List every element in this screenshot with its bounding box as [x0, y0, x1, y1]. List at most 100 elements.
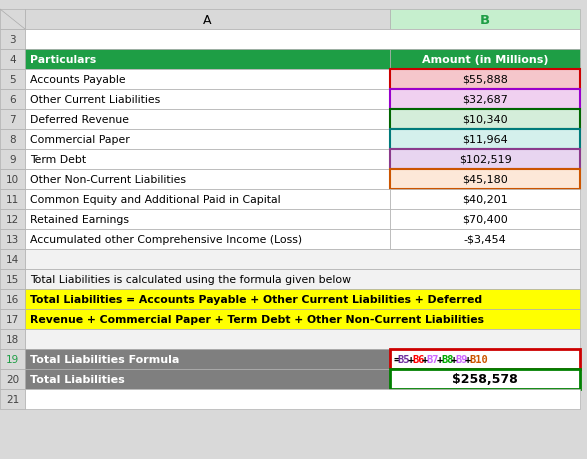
Text: $55,888: $55,888	[462, 75, 508, 85]
Text: Retained Earnings: Retained Earnings	[30, 214, 129, 224]
Text: -$3,454: -$3,454	[464, 235, 507, 245]
Text: 8: 8	[9, 134, 16, 145]
Text: 18: 18	[6, 334, 19, 344]
Bar	[25, 170, 390, 190]
Bar	[25, 349, 390, 369]
Text: 16: 16	[6, 294, 19, 304]
Bar	[25, 389, 580, 409]
Bar	[390, 70, 580, 90]
Bar	[390, 170, 580, 190]
Text: Total Liabilities: Total Liabilities	[30, 374, 125, 384]
Text: $40,201: $40,201	[462, 195, 508, 205]
Text: +: +	[451, 354, 457, 364]
Bar	[0, 190, 25, 210]
Bar	[390, 10, 580, 30]
Text: 11: 11	[6, 195, 19, 205]
Bar	[390, 349, 580, 369]
Text: B8: B8	[441, 354, 454, 364]
Text: Amount (in Millions): Amount (in Millions)	[421, 55, 548, 65]
Bar	[0, 170, 25, 190]
Text: Revenue + Commercial Paper + Term Debt + Other Non-Current Liabilities: Revenue + Commercial Paper + Term Debt +…	[30, 314, 484, 325]
Text: Accounts Payable: Accounts Payable	[30, 75, 126, 85]
Text: $258,578: $258,578	[452, 373, 518, 386]
Bar	[390, 90, 580, 110]
Text: Common Equity and Additional Paid in Capital: Common Equity and Additional Paid in Cap…	[30, 195, 281, 205]
Bar	[25, 50, 390, 70]
Text: Other Non-Current Liabilities: Other Non-Current Liabilities	[30, 174, 186, 185]
Bar	[0, 130, 25, 150]
Bar	[0, 249, 25, 269]
Bar	[25, 230, 390, 249]
Bar	[390, 230, 580, 249]
Text: =: =	[393, 354, 399, 364]
Bar	[390, 369, 580, 389]
Text: B: B	[480, 13, 490, 27]
Bar	[25, 369, 390, 389]
Bar	[390, 190, 580, 210]
Text: $11,964: $11,964	[462, 134, 508, 145]
Bar	[0, 329, 25, 349]
Text: Total Liabilities = Accounts Payable + Other Current Liabilities + Deferred: Total Liabilities = Accounts Payable + O…	[30, 294, 482, 304]
Bar	[390, 210, 580, 230]
Bar	[0, 269, 25, 289]
Bar	[0, 70, 25, 90]
Bar	[0, 50, 25, 70]
Text: +: +	[436, 354, 443, 364]
Text: 7: 7	[9, 115, 16, 125]
Text: +: +	[465, 354, 471, 364]
Text: Total Liabilities Formula: Total Liabilities Formula	[30, 354, 180, 364]
Text: Total Liabilities is calculated using the formula given below: Total Liabilities is calculated using th…	[30, 274, 351, 285]
Text: Commercial Paper: Commercial Paper	[30, 134, 130, 145]
Text: B10: B10	[470, 354, 488, 364]
Bar	[25, 289, 580, 309]
Bar	[0, 389, 25, 409]
Bar	[25, 130, 390, 150]
Text: 21: 21	[6, 394, 19, 404]
Bar	[0, 289, 25, 309]
Text: Accumulated other Comprehensive Income (Loss): Accumulated other Comprehensive Income (…	[30, 235, 302, 245]
Text: +: +	[407, 354, 414, 364]
Text: 19: 19	[6, 354, 19, 364]
Text: 17: 17	[6, 314, 19, 325]
Text: 10: 10	[6, 174, 19, 185]
Text: +: +	[422, 354, 428, 364]
Text: Deferred Revenue: Deferred Revenue	[30, 115, 129, 125]
Text: B9: B9	[456, 354, 468, 364]
Text: Particulars: Particulars	[30, 55, 96, 65]
Text: B6: B6	[412, 354, 425, 364]
Bar	[390, 150, 580, 170]
Text: 15: 15	[6, 274, 19, 285]
Text: $32,687: $32,687	[462, 95, 508, 105]
Bar	[25, 10, 390, 30]
Text: 12: 12	[6, 214, 19, 224]
Bar	[25, 269, 580, 289]
Text: 20: 20	[6, 374, 19, 384]
Bar	[25, 30, 580, 50]
Bar	[0, 110, 25, 130]
Text: Other Current Liabilities: Other Current Liabilities	[30, 95, 160, 105]
Bar	[0, 210, 25, 230]
Text: B7: B7	[427, 354, 439, 364]
Text: Term Debt: Term Debt	[30, 155, 86, 165]
Bar	[0, 30, 25, 50]
Text: $102,519: $102,519	[458, 155, 511, 165]
Bar	[390, 110, 580, 130]
Bar	[25, 90, 390, 110]
Bar	[25, 309, 580, 329]
Text: $10,340: $10,340	[462, 115, 508, 125]
Text: B5: B5	[398, 354, 410, 364]
Text: 4: 4	[9, 55, 16, 65]
Bar	[25, 210, 390, 230]
Bar	[25, 249, 580, 269]
Bar	[390, 130, 580, 150]
Bar	[0, 150, 25, 170]
Text: 9: 9	[9, 155, 16, 165]
Bar	[0, 309, 25, 329]
Bar	[25, 150, 390, 170]
Bar	[0, 349, 25, 369]
Text: 5: 5	[9, 75, 16, 85]
Bar	[0, 230, 25, 249]
Bar	[25, 190, 390, 210]
Text: $70,400: $70,400	[462, 214, 508, 224]
Text: 13: 13	[6, 235, 19, 245]
